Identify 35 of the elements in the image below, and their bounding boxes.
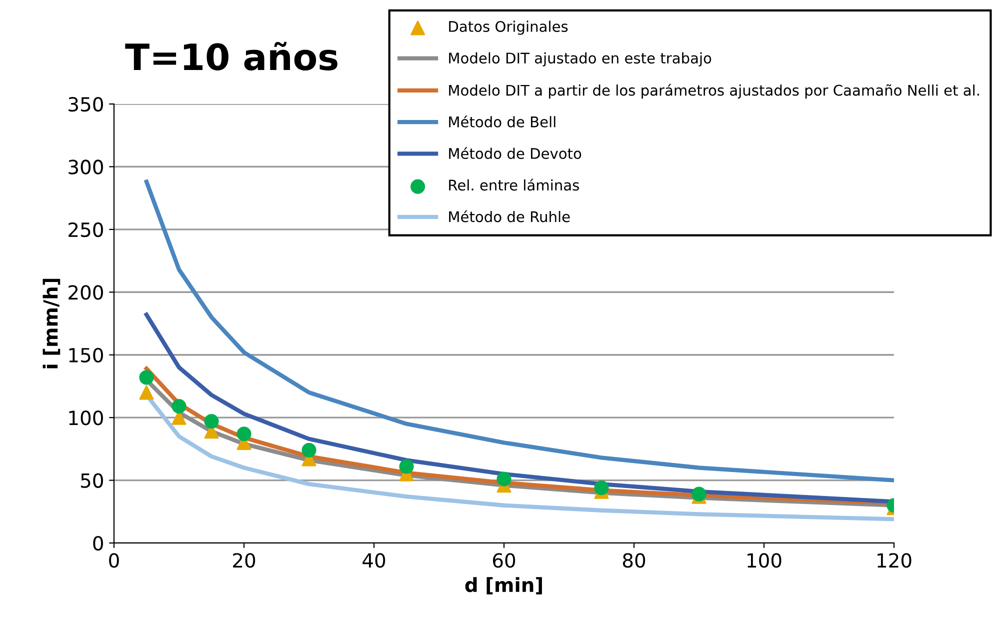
y-tick-label: 0 (93, 536, 103, 551)
point (594, 480, 609, 496)
point (139, 385, 154, 400)
point (236, 426, 252, 442)
x-tick-label: 120 (878, 553, 912, 568)
legend-label: Rel. entre láminas (449, 178, 579, 191)
point (172, 399, 186, 414)
legend-label: Datos Originales (449, 20, 568, 35)
legend-label: Método de Ruhle (449, 210, 570, 222)
x-tick-label: 40 (362, 553, 386, 568)
y-tick-label: 250 (68, 222, 103, 238)
y-tick-label: 350 (68, 96, 103, 112)
y-tick-label: 50 (81, 473, 103, 488)
x-tick-label: 20 (233, 553, 256, 568)
y-tick-label: 150 (69, 348, 103, 363)
y-tick-label: 200 (68, 285, 103, 300)
chart-title: T=10 años (125, 42, 338, 70)
line-series (144, 180, 894, 482)
y-axis-title: i [mm/h] (42, 278, 60, 368)
x-tick-label: 100 (748, 553, 782, 568)
point (302, 442, 316, 458)
y-tick-label: 100 (69, 410, 103, 426)
point (496, 472, 512, 486)
legend-label: Modelo DIT a partir de los parámetros ajustados por Caamaño Nelli et al. (449, 84, 979, 99)
x-tick-label: 80 (622, 553, 646, 568)
point (204, 414, 219, 429)
y-tick-label: 300 (68, 160, 103, 174)
legend-label: Modelo DIT ajustado en este trabajo (449, 52, 712, 66)
x-axis-title: d [min] (465, 577, 542, 594)
legend-label: Método de Bell (449, 116, 556, 128)
legend-label: Método de Devoto (449, 147, 582, 160)
x-tick-label: 60 (492, 553, 516, 568)
point (399, 459, 414, 474)
point (139, 370, 154, 385)
x-tick-label: 0 (109, 553, 119, 568)
